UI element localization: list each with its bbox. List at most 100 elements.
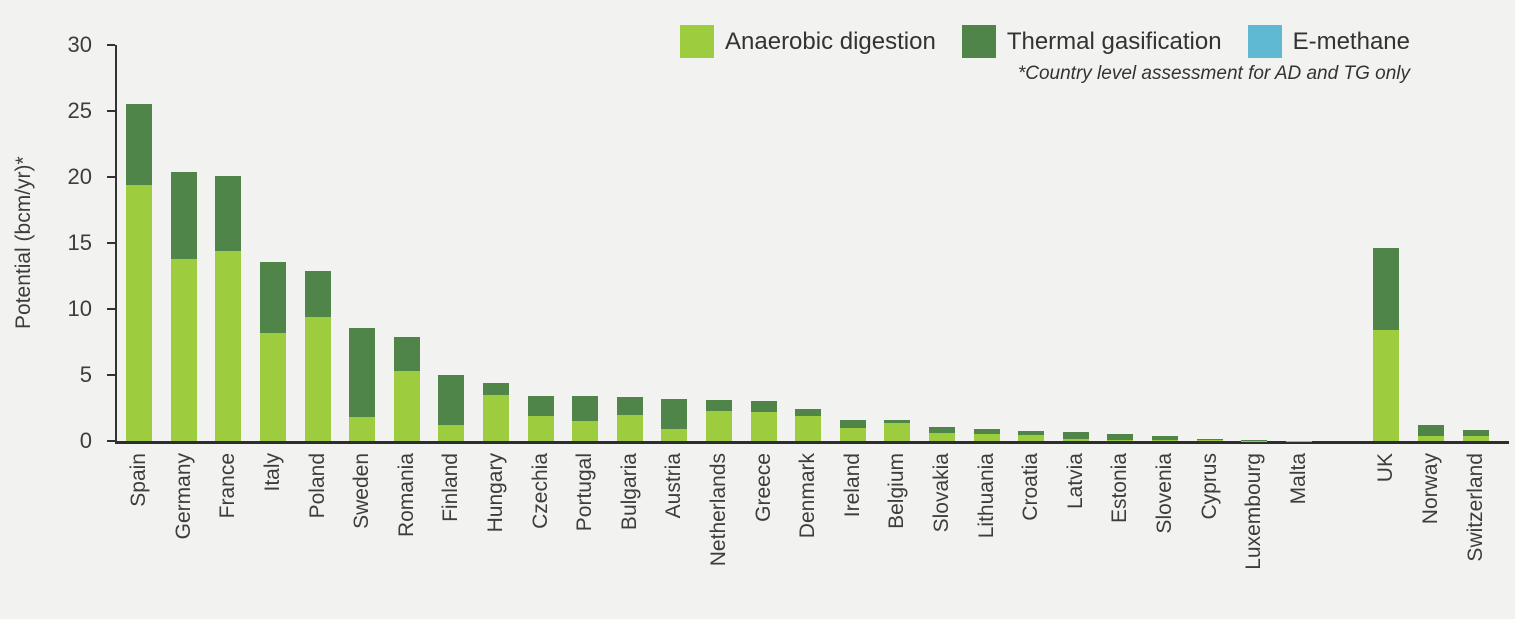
bar-group-poland: Poland bbox=[295, 45, 340, 518]
legend-item-e-methane: E-methane bbox=[1247, 25, 1410, 58]
x-axis-label-finland: Finland bbox=[439, 453, 463, 522]
x-label-wrap: Denmark bbox=[786, 441, 831, 538]
y-tick-label-25: 25 bbox=[67, 98, 92, 123]
x-axis-label-switzerland: Switzerland bbox=[1463, 453, 1487, 562]
x-axis-label-netherlands: Netherlands bbox=[707, 453, 731, 567]
x-label-wrap: Bulgaria bbox=[608, 441, 653, 530]
bar-stack-portugal bbox=[572, 396, 599, 441]
bar-segment-anaerobic-digestion bbox=[260, 332, 287, 441]
bar-segment-thermal-gasification bbox=[1417, 425, 1444, 436]
plot-area: Spain Germany France Italy Poland Sweden Roman… bbox=[115, 45, 1509, 570]
bar-group-ireland: Ireland bbox=[831, 45, 876, 517]
x-label-wrap: Greece bbox=[741, 441, 786, 522]
bar-segment-thermal-gasification bbox=[215, 175, 242, 251]
bar-stack-belgium bbox=[884, 419, 911, 441]
bar-segment-anaerobic-digestion bbox=[572, 421, 599, 441]
x-label-wrap: UK bbox=[1364, 441, 1409, 482]
y-tick-label-15: 15 bbox=[67, 230, 92, 255]
bar-segment-thermal-gasification bbox=[349, 327, 376, 418]
bar-segment-anaerobic-digestion bbox=[1107, 439, 1134, 441]
x-axis-label-croatia: Croatia bbox=[1019, 453, 1043, 521]
bar-group-austria: Austria bbox=[652, 45, 697, 518]
x-label-wrap: Austria bbox=[652, 441, 697, 518]
x-axis-label-denmark: Denmark bbox=[796, 453, 820, 539]
bar-group-denmark: Denmark bbox=[786, 45, 831, 538]
bar-group-finland: Finland bbox=[429, 45, 474, 522]
bar-segment-anaerobic-digestion bbox=[1462, 436, 1489, 441]
legend-label-e-methane: E-methane bbox=[1292, 27, 1410, 55]
x-axis-label-slovakia: Slovakia bbox=[929, 453, 953, 533]
bar-group-france: France bbox=[206, 45, 251, 518]
bar-segment-thermal-gasification bbox=[393, 336, 420, 372]
e-methane-swatch-icon bbox=[1247, 25, 1282, 58]
bar-group-lithuania: Lithuania bbox=[964, 45, 1009, 538]
bar-segment-anaerobic-digestion bbox=[616, 414, 643, 441]
bar-segment-anaerobic-digestion bbox=[304, 316, 331, 441]
y-tick-mark bbox=[107, 176, 115, 178]
x-axis-label-sweden: Sweden bbox=[350, 453, 374, 529]
x-axis-label-portugal: Portugal bbox=[573, 453, 597, 532]
x-axis-label-italy: Italy bbox=[261, 453, 285, 492]
x-axis-label-uk: UK bbox=[1374, 453, 1398, 483]
bar-group-cyprus: Cyprus bbox=[1187, 45, 1232, 520]
x-axis-label-lithuania: Lithuania bbox=[974, 453, 998, 539]
x-axis-label-bulgaria: Bulgaria bbox=[617, 453, 641, 531]
legend-label-thermal-gasification: Thermal gasification bbox=[1006, 27, 1222, 55]
y-tick-mark bbox=[107, 44, 115, 46]
bar-segment-anaerobic-digestion bbox=[1151, 439, 1178, 441]
bar-stack-luxembourg bbox=[1241, 440, 1268, 441]
bar-segment-anaerobic-digestion bbox=[1018, 435, 1045, 441]
x-axis-label-cyprus: Cyprus bbox=[1197, 453, 1221, 520]
y-tick-label-20: 20 bbox=[67, 164, 92, 189]
y-tick-mark bbox=[107, 242, 115, 244]
x-axis-label-spain: Spain bbox=[127, 453, 151, 507]
bar-segment-thermal-gasification bbox=[572, 396, 599, 422]
bar-group-estonia: Estonia bbox=[1098, 45, 1143, 523]
bar-segment-anaerobic-digestion bbox=[839, 427, 866, 441]
bar-segment-thermal-gasification bbox=[661, 398, 688, 430]
bar-segment-thermal-gasification bbox=[304, 270, 331, 317]
bar-stack-netherlands bbox=[706, 400, 733, 441]
bar-stack-czechia bbox=[527, 396, 554, 441]
y-tick-mark bbox=[107, 308, 115, 310]
bar-segment-anaerobic-digestion bbox=[215, 250, 242, 441]
anaerobic-digestion-swatch-icon bbox=[680, 25, 715, 58]
bar-stack-denmark bbox=[795, 409, 822, 441]
bar-segment-anaerobic-digestion bbox=[527, 415, 554, 441]
bar-segment-thermal-gasification bbox=[928, 427, 955, 434]
x-axis-label-poland: Poland bbox=[305, 453, 329, 519]
bar-stack-hungary bbox=[483, 382, 510, 441]
bar-stack-cyprus bbox=[1196, 439, 1223, 441]
bar-group-belgium: Belgium bbox=[875, 45, 920, 529]
bar-group-italy: Italy bbox=[251, 45, 296, 492]
bar-group-luxembourg: Luxembourg bbox=[1232, 45, 1277, 570]
x-axis-label-czechia: Czechia bbox=[528, 453, 552, 529]
y-tick-mark bbox=[107, 440, 115, 442]
bar-stack-spain bbox=[126, 104, 153, 441]
bar-segment-thermal-gasification bbox=[260, 261, 287, 333]
bar-group-hungary: Hungary bbox=[474, 45, 519, 532]
legend-label-anaerobic-digestion: Anaerobic digestion bbox=[725, 27, 936, 55]
x-axis-label-latvia: Latvia bbox=[1063, 453, 1087, 510]
x-axis-label-luxembourg: Luxembourg bbox=[1242, 453, 1266, 570]
bar-segment-anaerobic-digestion bbox=[1417, 435, 1444, 441]
bar-segment-anaerobic-digestion bbox=[795, 415, 822, 441]
bar-segment-anaerobic-digestion bbox=[483, 394, 510, 441]
x-axis-label-austria: Austria bbox=[662, 453, 686, 519]
x-label-wrap: Cyprus bbox=[1187, 441, 1232, 520]
x-axis-label-norway: Norway bbox=[1418, 453, 1442, 525]
bar-stack-romania bbox=[393, 336, 420, 441]
bar-segment-thermal-gasification bbox=[1151, 435, 1178, 440]
x-label-wrap: Germany bbox=[162, 441, 207, 539]
bar-segment-anaerobic-digestion bbox=[928, 433, 955, 441]
bar-group-malta: Malta bbox=[1276, 45, 1321, 504]
bar-stack-latvia bbox=[1062, 432, 1089, 441]
bar-stack-slovakia bbox=[928, 427, 955, 441]
eu-noneu-gap-spacer bbox=[1321, 45, 1364, 441]
bar-stack-norway bbox=[1417, 425, 1444, 441]
x-axis-label-belgium: Belgium bbox=[885, 453, 909, 529]
y-tick-label-5: 5 bbox=[79, 362, 92, 387]
bar-group-germany: Germany bbox=[162, 45, 207, 539]
bar-segment-thermal-gasification bbox=[1062, 432, 1089, 440]
